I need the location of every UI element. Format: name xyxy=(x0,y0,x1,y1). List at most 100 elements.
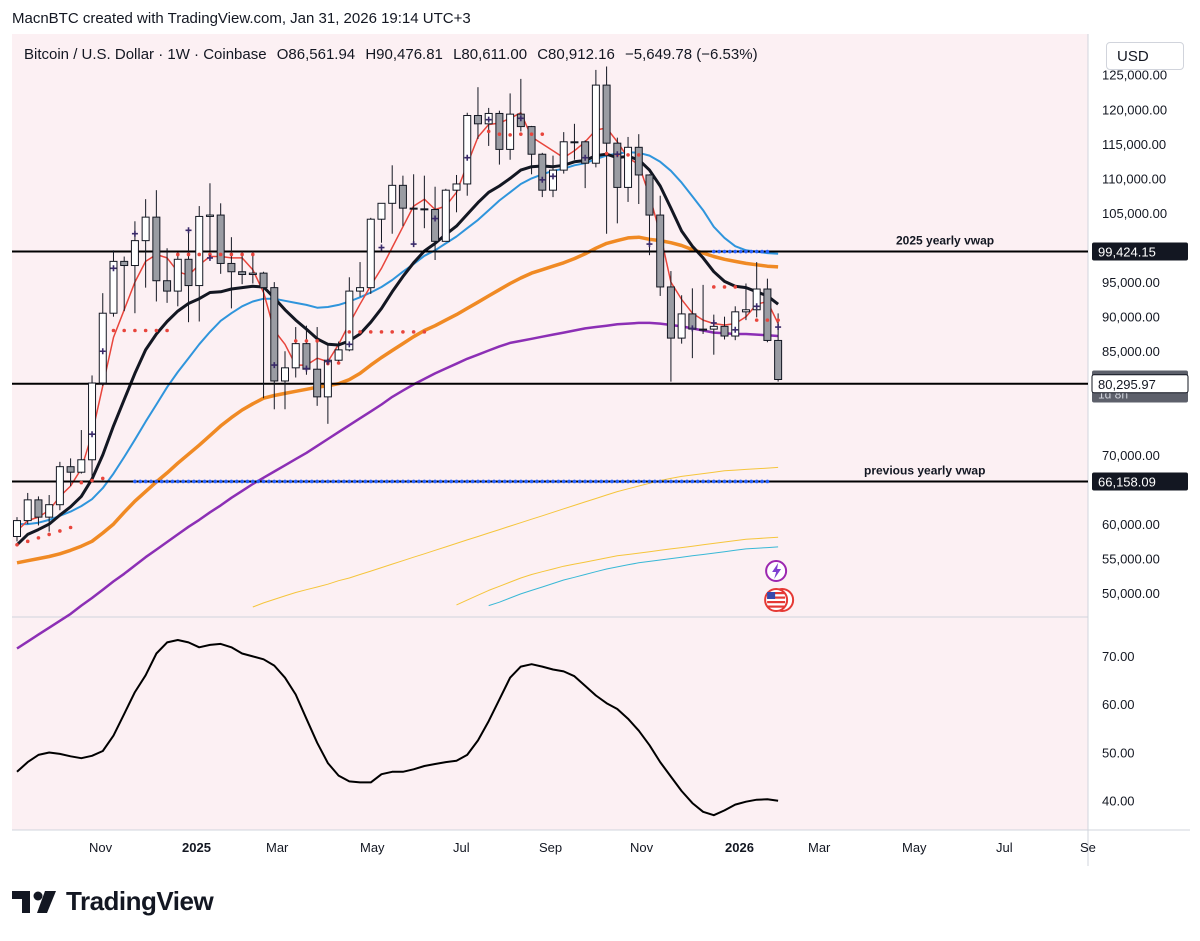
candle-down xyxy=(227,262,236,273)
candle-up xyxy=(441,189,450,242)
earnings-flash-icon[interactable] xyxy=(765,560,788,582)
vwap-dot xyxy=(465,479,470,484)
price-axis-label: 70,000.00 xyxy=(1102,448,1160,463)
vwap-dot xyxy=(256,479,260,484)
vwap-dot xyxy=(192,479,196,484)
vwap-dot xyxy=(288,479,293,484)
chart-canvas[interactable]: 125,000.00 120,000.00 115,000.00 110,000.00… xyxy=(12,34,1190,866)
chart-frame[interactable]: 125,000.00 120,000.00 115,000.00 110,000.00… xyxy=(12,34,1190,866)
signal-plus-mark xyxy=(131,230,138,237)
candle-up xyxy=(45,504,54,518)
vwap-dot xyxy=(202,479,207,484)
vwap-dot xyxy=(695,479,700,484)
vwap-dot xyxy=(717,249,721,254)
signal-plus-mark xyxy=(271,362,278,369)
signal-plus-mark xyxy=(324,358,331,365)
time-axis-label: Mar xyxy=(266,840,289,855)
signal-plus-mark xyxy=(206,254,213,261)
currency-button[interactable]: USD xyxy=(1106,42,1184,70)
psar-dot xyxy=(390,330,395,334)
psar-dot xyxy=(733,285,738,289)
time-axis-label: 2025 xyxy=(182,840,211,855)
psar-dot xyxy=(358,330,362,334)
psar-dot xyxy=(122,328,126,333)
oscillator-axis-label: 50.00 xyxy=(1102,745,1135,760)
oscillator-line xyxy=(16,639,779,817)
vwap-dot xyxy=(674,479,679,484)
psar-dot xyxy=(111,328,116,333)
vwap-dot xyxy=(133,479,137,484)
candle-down xyxy=(527,126,536,155)
vwap-dot xyxy=(712,479,716,484)
vwap-dot xyxy=(218,479,223,484)
signal-plus-mark xyxy=(410,241,417,248)
legend-close: C80,912.16 xyxy=(537,46,615,63)
candle-down xyxy=(216,214,225,264)
yellow-ma-line xyxy=(252,466,779,608)
candle-up xyxy=(130,240,139,267)
vwap-dot xyxy=(626,479,630,484)
candle-up xyxy=(205,214,214,217)
vwap-dot xyxy=(620,479,625,484)
us-flag-event-icon[interactable] xyxy=(764,588,795,612)
vwap-dot xyxy=(315,479,319,484)
time-axis-label: Nov xyxy=(630,840,654,855)
price-marker-box xyxy=(1092,472,1188,491)
vwap-dot xyxy=(583,479,587,484)
psar-dot xyxy=(165,328,169,333)
candle-down xyxy=(409,207,418,210)
signal-plus-mark xyxy=(303,365,310,372)
vwap-dot xyxy=(159,479,164,484)
vwap-dot xyxy=(658,479,662,484)
psar-dot xyxy=(315,339,319,343)
vwap-dot xyxy=(653,479,657,484)
vwap-dot xyxy=(272,479,277,484)
psar-dot xyxy=(712,285,716,289)
candle-up xyxy=(98,312,107,384)
candle-down xyxy=(398,184,407,209)
vwap-dot xyxy=(368,479,373,484)
psar-dot xyxy=(626,153,630,157)
vwap-dot xyxy=(449,479,453,484)
flag-stripe xyxy=(767,596,786,599)
price-marker-box xyxy=(1091,374,1189,394)
vwap-dot xyxy=(513,479,518,484)
black-ma-line xyxy=(15,152,780,546)
symbol-title[interactable]: Bitcoin / U.S. Dollar · 1W · Coinbase xyxy=(24,46,267,63)
vwap-dot xyxy=(615,479,620,484)
signal-plus-mark xyxy=(775,324,782,331)
price-marker-box xyxy=(1092,242,1188,261)
vwap-dot xyxy=(760,479,764,484)
candle-up xyxy=(248,272,257,276)
psar-dot xyxy=(401,330,405,334)
candle-up xyxy=(549,169,557,191)
vwap-dot xyxy=(358,479,362,484)
vwap-dot xyxy=(234,479,239,484)
candle-down xyxy=(431,209,440,242)
flag-canton xyxy=(767,592,776,599)
psar-dot xyxy=(293,339,298,343)
psar-dot xyxy=(186,252,191,257)
candle-down xyxy=(259,272,268,289)
psar-dot xyxy=(497,132,502,136)
vwap-dot xyxy=(208,479,212,484)
price-marker-label: 66,158.09 xyxy=(1098,474,1156,489)
price-marker-label: 99,424.15 xyxy=(1098,245,1156,260)
candle-down xyxy=(238,271,247,276)
signal-plus-mark xyxy=(346,341,353,348)
candle-up xyxy=(334,349,343,361)
vwap-dot xyxy=(556,479,561,484)
vwap-dot xyxy=(454,479,459,484)
flash-bolt-icon xyxy=(772,563,782,579)
candle-down xyxy=(184,258,193,287)
price-axis-label: 95,000.00 xyxy=(1102,275,1160,290)
time-axis-label: Jul xyxy=(996,840,1013,855)
psar-dot xyxy=(197,252,202,257)
vwap-dot xyxy=(240,479,244,484)
candle-up xyxy=(88,382,97,461)
candle-up xyxy=(752,288,761,311)
candle-up xyxy=(677,313,686,339)
candle-down xyxy=(538,153,547,191)
psar-dot xyxy=(368,330,373,334)
signal-plus-mark xyxy=(378,244,385,251)
